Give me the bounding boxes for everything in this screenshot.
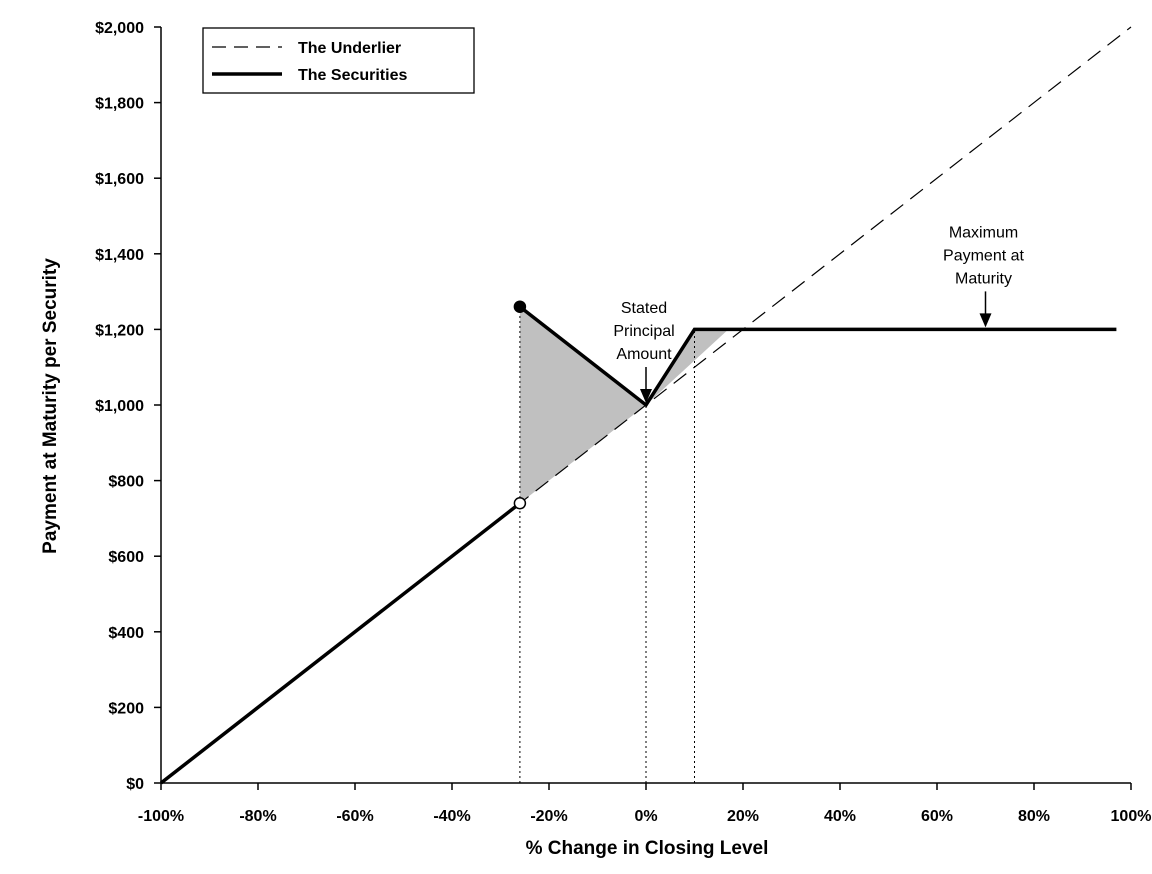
y-tick-label: $800: [108, 474, 144, 491]
y-tick-label: $1,000: [95, 398, 144, 415]
x-tick-label: -80%: [239, 808, 276, 825]
y-tick-label: $200: [108, 700, 144, 717]
shaded-region-2: [646, 329, 729, 405]
shaded-regions: [519, 306, 729, 504]
x-tick-label: -100%: [138, 808, 184, 825]
x-tick-label: 40%: [824, 808, 856, 825]
legend-label-1: The Underlier: [298, 40, 401, 57]
the-securities-line-segment-2: [518, 305, 1117, 408]
shaded-region-1: [519, 306, 646, 504]
x-tick-label: 60%: [921, 808, 953, 825]
annotation-2-line-1: Maximum: [949, 224, 1018, 241]
annotation-1-line-3: Amount: [616, 346, 672, 363]
filled-marker-1: [513, 300, 527, 313]
series-lines: [159, 26, 1132, 785]
tick-labels: $0 $200 $400 $600 $800 $1,000 $1,200 $1,400 $1,6…: [95, 20, 1151, 825]
annotation-1-line-1: Stated: [621, 300, 667, 317]
annotation-1-arrow-head: [640, 389, 652, 403]
x-tick-label: -60%: [336, 808, 373, 825]
legend: The Underlier The Securities: [202, 27, 475, 94]
y-axis-title: Payment at Maturity per Security: [40, 258, 61, 554]
annotation-2-line-3: Maturity: [955, 270, 1012, 287]
reference-lines: [519, 306, 695, 783]
y-tick-label: $400: [108, 625, 144, 642]
annotation-2-arrow-head: [979, 313, 992, 328]
annotation-1-line-2: Principal: [613, 323, 674, 340]
y-tick-label: $2,000: [95, 20, 144, 37]
y-tick-label: $1,600: [95, 171, 144, 188]
annotation-2-line-2: Payment at: [943, 247, 1024, 264]
x-tick-label: 0%: [634, 808, 657, 825]
the-securities-line-segment-1: [159, 501, 521, 785]
x-tick-label: 80%: [1018, 808, 1050, 825]
legend-box: [202, 27, 475, 94]
markers: [513, 300, 527, 510]
x-tick-label: 100%: [1111, 808, 1152, 825]
y-tick-label: $1,200: [95, 322, 144, 339]
x-tick-label: 20%: [727, 808, 759, 825]
y-tick-label: $600: [108, 549, 144, 566]
annotations: Stated Principal Amount Maximum Payment at Ma…: [613, 224, 1025, 403]
y-tick-label: $1,400: [95, 247, 144, 264]
axes: [154, 26, 1132, 790]
x-tick-label: -20%: [530, 808, 567, 825]
y-tick-label: $1,800: [95, 96, 144, 113]
open-marker-2: [513, 497, 527, 510]
x-axis-title: % Change in Closing Level: [526, 838, 769, 859]
x-tick-label: -40%: [433, 808, 470, 825]
y-tick-label: $0: [126, 776, 144, 793]
legend-label-2: The Securities: [298, 67, 407, 84]
